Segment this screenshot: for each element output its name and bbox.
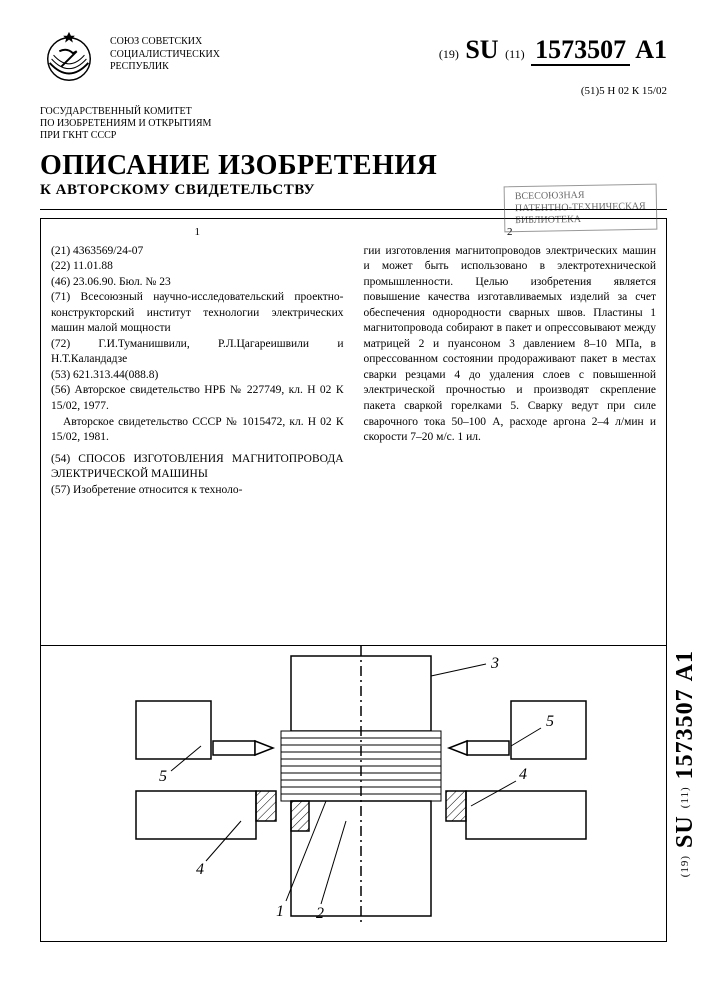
doc-title: ОПИСАНИЕ ИЗОБРЕТЕНИЯ: [40, 150, 667, 182]
code-suffix: A1: [635, 35, 667, 64]
column-left: 1 (21) 4363569/24-07 (22) 11.01.88 (46) …: [51, 225, 344, 645]
state-emblem: [40, 30, 98, 88]
side-prefix: (19): [679, 855, 691, 877]
union-line: СОЦИАЛИСТИЧЕСКИХ: [110, 49, 220, 62]
page: СОЮЗ СОВЕТСКИХ СОЦИАЛИСТИЧЕСКИХ РЕСПУБЛИ…: [0, 0, 707, 1000]
field-57: (57) Изобретение относится к техноло-: [51, 483, 344, 499]
field-21: (21) 4363569/24-07: [51, 244, 344, 260]
field-56a: (56) Авторское свидетельство НРБ № 22774…: [51, 383, 344, 414]
field-46: (46) 23.06.90. Бюл. № 23: [51, 275, 344, 291]
abstract-text: гии изготовления магнитопроводов электри…: [364, 244, 657, 446]
committee-label: ГОСУДАРСТВЕННЫЙ КОМИТЕТ ПО ИЗОБРЕТЕНИЯМ …: [40, 106, 667, 142]
figure-label-5: 5: [546, 713, 554, 730]
side-suffix: A1: [672, 650, 698, 681]
field-56b: Авторское свидетельство СССР № 1015472, …: [51, 415, 344, 446]
committee-line: ПРИ ГКНТ СССР: [40, 130, 667, 142]
ipc-value: Н 02 К 15/02: [607, 85, 667, 97]
side-country: SU: [672, 815, 698, 848]
body-columns: 1 (21) 4363569/24-07 (22) 11.01.88 (46) …: [40, 218, 667, 646]
field-22: (22) 11.01.88: [51, 259, 344, 275]
figure-label-3: 3: [490, 655, 499, 672]
ipc-code: (51)5 Н 02 К 15/02: [581, 85, 667, 97]
library-stamp: ВСЕСОЮЗНАЯ ПАТЕНТНО-ТЕХНИЧЕСКАЯ БИБЛИОТЕ…: [504, 184, 657, 233]
code-mid: (11): [505, 47, 525, 61]
code-number: 1573507: [531, 35, 630, 66]
committee-line: ПО ИЗОБРЕТЕНИЯМ И ОТКРЫТИЯМ: [40, 118, 667, 130]
patent-code: (19) SU (11) 1573507 A1: [439, 35, 667, 65]
field-54: (54) СПОСОБ ИЗГОТОВЛЕНИЯ МАГНИТОПРОВОДА …: [51, 452, 344, 483]
column-number: 1: [51, 225, 344, 240]
figure-label-5: 5: [159, 768, 167, 785]
side-mid: (11): [679, 786, 691, 808]
side-number: 1573507: [672, 688, 698, 779]
field-53: (53) 621.313.44(088.8): [51, 368, 344, 384]
union-label: СОЮЗ СОВЕТСКИХ СОЦИАЛИСТИЧЕСКИХ РЕСПУБЛИ…: [110, 36, 220, 74]
figure: 3 5 5 4 4 1 2: [40, 646, 667, 942]
code-country: SU: [465, 35, 498, 64]
union-line: РЕСПУБЛИК: [110, 61, 220, 74]
stamp-line: БИБЛИОТЕКА: [516, 213, 647, 227]
figure-label-2: 2: [316, 905, 324, 922]
figure-label-1: 1: [276, 903, 284, 920]
field-72: (72) Г.И.Туманишвили, Р.Л.Цагареишвили и…: [51, 337, 344, 368]
side-patent-code: (19) SU (11) 1573507 A1: [672, 650, 699, 877]
figure-label-4: 4: [196, 861, 204, 878]
ipc-label: (51)5: [581, 85, 605, 97]
union-line: СОЮЗ СОВЕТСКИХ: [110, 36, 220, 49]
figure-label-4: 4: [519, 766, 527, 783]
field-71: (71) Всесоюзный научно-исследовательский…: [51, 290, 344, 337]
committee-line: ГОСУДАРСТВЕННЫЙ КОМИТЕТ: [40, 106, 667, 118]
column-right: 2 гии изготовления магнитопроводов элект…: [364, 225, 657, 645]
code-prefix: (19): [439, 47, 459, 61]
